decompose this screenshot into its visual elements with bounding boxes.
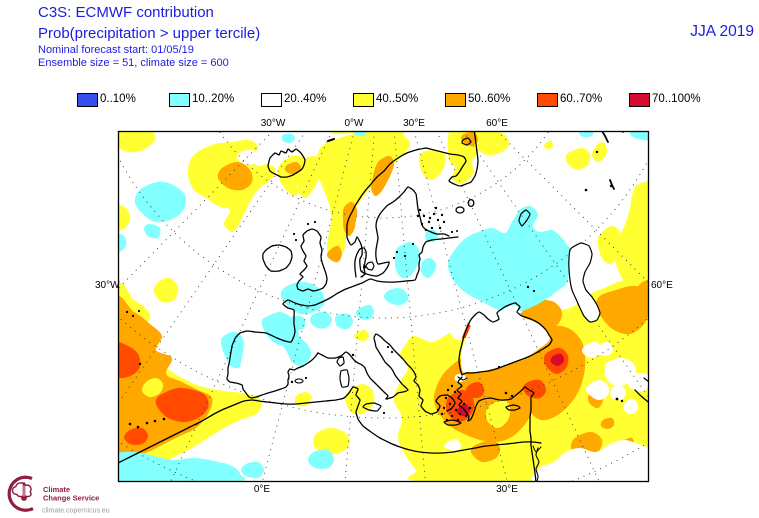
svg-text:Change Service: Change Service: [43, 494, 99, 503]
svg-text:climate.copernicus.eu: climate.copernicus.eu: [42, 508, 110, 515]
svg-text:Climate: Climate: [43, 485, 70, 494]
